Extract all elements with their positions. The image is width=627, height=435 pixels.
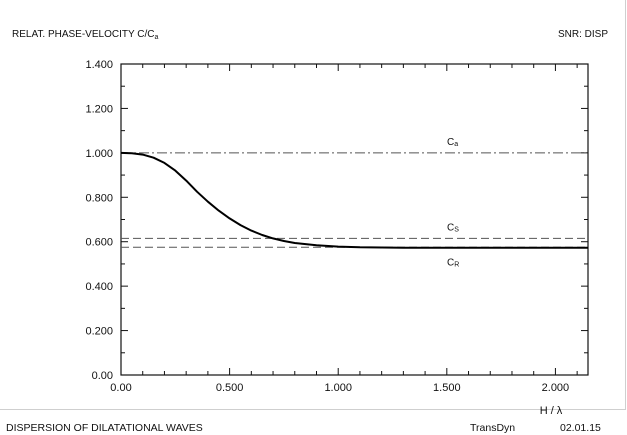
axis-ticks: 0.00 0.200 0.400 0.600 0.800 1.000 1.200 1.400 0… bbox=[85, 59, 588, 394]
y-tick-label: 1.200 bbox=[85, 103, 113, 115]
footer-caption: DISPERSION OF DILATATIONAL WAVES bbox=[6, 422, 203, 434]
x-tick-label: 0.00 bbox=[110, 382, 131, 394]
dispersion-curve bbox=[121, 153, 588, 248]
footer-date: 02.01.15 bbox=[560, 422, 601, 434]
x-tick-label: 0.500 bbox=[216, 382, 244, 394]
y-tick-label: 0.800 bbox=[85, 192, 113, 204]
y-tick-label: 1.400 bbox=[85, 59, 113, 71]
reference-label-cs: CS bbox=[447, 222, 459, 233]
snr-label: SNR: DISP bbox=[558, 29, 608, 40]
x-tick-label: 2.000 bbox=[542, 382, 570, 394]
x-axis-label: H / λ bbox=[540, 405, 563, 417]
y-tick-label: 1.000 bbox=[85, 148, 113, 160]
x-tick-label: 1.000 bbox=[324, 382, 352, 394]
reference-label-ca: Ca bbox=[447, 137, 458, 148]
y-tick-label: 0.00 bbox=[92, 370, 113, 382]
reference-label-cr: CR bbox=[447, 257, 459, 268]
plot-area bbox=[121, 64, 588, 375]
chart-title: RELAT. PHASE-VELOCITY C/Ca bbox=[12, 29, 158, 41]
y-tick-label: 0.400 bbox=[85, 281, 113, 293]
y-tick-label: 0.200 bbox=[85, 326, 113, 338]
footer-program: TransDyn bbox=[470, 422, 515, 434]
x-tick-label: 1.500 bbox=[433, 382, 461, 394]
data-series bbox=[121, 153, 588, 248]
y-tick-label: 0.600 bbox=[85, 237, 113, 249]
